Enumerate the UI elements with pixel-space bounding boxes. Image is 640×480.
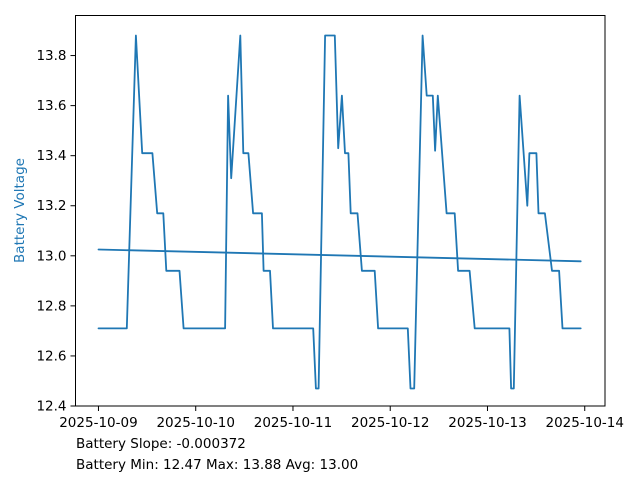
y-tick-label: 13.0 [36,248,66,264]
annotation-min-max-avg: Battery Min: 12.47 Max: 13.88 Avg: 13.00 [76,457,358,473]
x-tick-label: 2025-10-11 [254,415,332,431]
x-tick-label: 2025-10-09 [59,415,137,431]
trend-line [97,248,582,263]
y-tick-label: 13.6 [36,98,66,114]
battery-voltage-line [97,34,582,390]
plot-area [75,15,606,407]
x-tick-label: 2025-10-12 [351,415,429,431]
y-tick-label: 13.4 [36,148,66,164]
y-tick-label: 12.4 [36,399,66,415]
y-tick-label: 12.6 [36,348,66,364]
y-tick-label: 13.2 [36,198,66,214]
x-tick-label: 2025-10-13 [448,415,526,431]
annotation-slope: Battery Slope: -0.000372 [76,436,246,452]
x-tick-label: 2025-10-14 [546,415,624,431]
y-tick-label: 13.8 [36,48,66,64]
x-axis: 2025-10-09 2025-10-10 2025-10-11 2025-10-12… [59,406,624,431]
y-tick-label: 12.8 [36,298,66,314]
y-axis: 12.4 12.6 12.8 13.0 13.2 13.4 13.6 13.8 [36,48,76,415]
y-axis-label: Battery Voltage [12,158,28,263]
x-tick-label: 2025-10-10 [156,415,234,431]
